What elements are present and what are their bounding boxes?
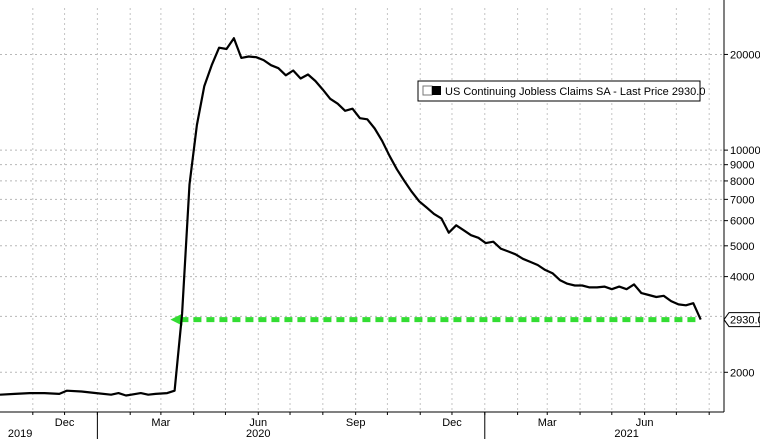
y-tick-labels: 20000 10000 9000 8000 7000 6000 5000 4000 2000	[730, 49, 760, 379]
x-month-label: Mar	[151, 417, 170, 429]
x-year-label: 2020	[246, 428, 270, 439]
series-group	[0, 37, 702, 397]
reference-line-group	[170, 313, 699, 326]
x-tick-labels: Dec Mar Jun Sep Dec Mar Jun 2019 2020 2021	[8, 417, 654, 439]
x-year-label: 2019	[8, 428, 32, 439]
x-month-label: Sep	[346, 417, 366, 429]
axes	[0, 0, 728, 439]
legend: US Continuing Jobless Claims SA - Last P…	[417, 80, 705, 102]
series-line	[0, 37, 702, 397]
x-month-label: Jun	[636, 417, 654, 429]
y-tick-label: 8000	[730, 176, 754, 188]
reference-arrowhead	[170, 313, 183, 326]
x-month-label: Dec	[55, 417, 75, 429]
y-tick-label: 9000	[730, 160, 754, 172]
y-tick-label: 4000	[730, 272, 754, 284]
grid	[0, 8, 724, 412]
y-tick-label: 5000	[730, 241, 754, 253]
y-tick-label: 10000	[730, 145, 760, 157]
last-value-label: 2930.0	[730, 315, 760, 327]
x-month-label: Dec	[442, 417, 462, 429]
legend-toggle-icon	[422, 85, 433, 96]
legend-swatch	[432, 86, 441, 95]
last-value-box	[723, 312, 760, 328]
last-value-marker: 2930.0	[723, 312, 760, 328]
x-month-label: Jun	[249, 417, 267, 429]
x-month-label: Mar	[538, 417, 557, 429]
y-tick-label: 7000	[730, 194, 754, 206]
y-tick-label: 20000	[730, 49, 760, 61]
legend-label: US Continuing Jobless Claims SA - Last P…	[445, 86, 705, 98]
y-tick-label: 2000	[730, 367, 754, 379]
legend-box	[417, 80, 701, 102]
x-year-label: 2021	[614, 428, 638, 439]
y-tick-label: 6000	[730, 216, 754, 228]
